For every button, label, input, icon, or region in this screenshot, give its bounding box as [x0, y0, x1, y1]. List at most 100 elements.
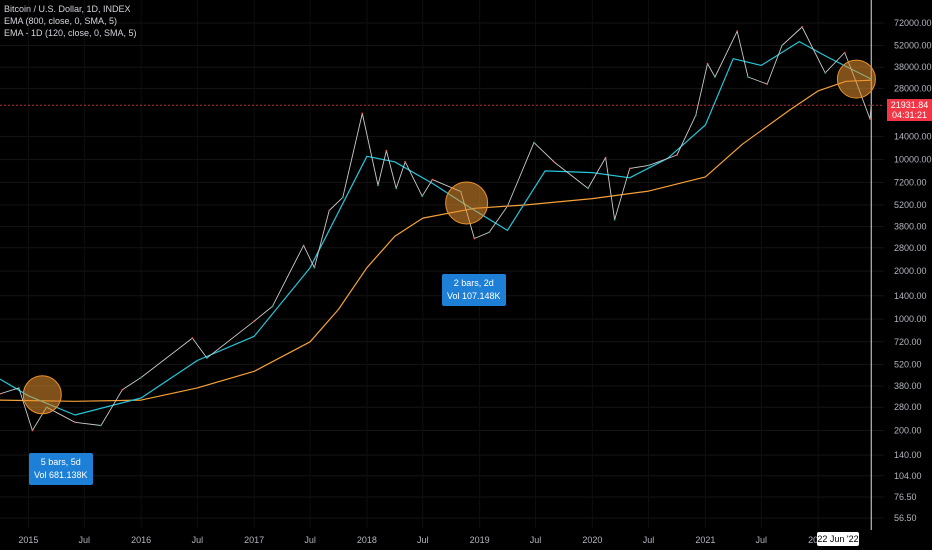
price-point — [328, 209, 331, 212]
x-tick-label: 2020 — [582, 535, 602, 545]
highlight-circle — [836, 59, 876, 99]
x-tick-label: 2019 — [470, 535, 490, 545]
price-point — [676, 154, 678, 156]
price-point — [587, 187, 589, 190]
y-tick-label: 72000.00 — [894, 18, 932, 28]
y-tick-label: 1400.00 — [894, 291, 927, 301]
last-price-value: 21931.84 — [890, 100, 929, 110]
price-point — [206, 357, 208, 359]
measure-note-2015: 5 bars, 5d Vol 681.138K — [29, 453, 93, 485]
indicator-ema-120[interactable]: EMA - 1D (120, close, 0, SMA, 5) — [4, 28, 137, 38]
price-point — [395, 187, 398, 190]
price-point — [31, 429, 34, 432]
price-point — [253, 320, 256, 323]
highlight-circle — [22, 375, 62, 415]
y-tick-label: 14000.00 — [894, 131, 932, 141]
x-tick-label: Jul — [417, 535, 429, 545]
price-point — [714, 76, 716, 78]
x-tick-label: 2015 — [18, 535, 38, 545]
y-tick-label: 1000.00 — [894, 314, 927, 324]
bar-countdown: 04:31:21 — [891, 110, 928, 120]
price-point — [766, 83, 769, 85]
y-tick-label: 3800.00 — [894, 222, 927, 232]
price-point — [843, 51, 846, 54]
price-point — [140, 376, 143, 379]
y-tick-label: 76.50 — [894, 492, 917, 502]
y-tick-label: 56.50 — [894, 513, 917, 523]
price-point — [404, 160, 407, 163]
last-price-tag: 21931.84 04:31:21 — [887, 99, 932, 121]
price-point — [473, 237, 476, 240]
x-tick-label: 2017 — [244, 535, 264, 545]
x-tick-label: Jul — [756, 535, 768, 545]
price-point — [488, 231, 491, 234]
y-tick-label: 280.00 — [894, 402, 922, 412]
ema-short-layer — [0, 40, 872, 416]
indicator-ema-800[interactable]: EMA (800, close, 0, SMA, 5) — [4, 16, 118, 26]
price-point — [191, 337, 194, 339]
x-tick-label: Jul — [643, 535, 655, 545]
price-point — [341, 196, 344, 199]
highlight-circle — [445, 181, 489, 225]
price-point — [647, 164, 650, 167]
price-point — [533, 141, 535, 144]
y-tick-label: 104.00 — [894, 471, 922, 481]
price-axis[interactable]: 72000.00 52000.00 38000.00 28000.00 14000.00… — [894, 18, 932, 523]
y-tick-label: 38000.00 — [894, 62, 932, 72]
y-tick-label: 10000.00 — [894, 155, 932, 165]
price-point — [869, 118, 871, 120]
note-bars-label: 2 bars, 2d — [453, 278, 494, 288]
y-tick-label: 2800.00 — [894, 243, 927, 253]
y-tick-label: 200.00 — [894, 425, 922, 435]
time-axis[interactable]: 2015 Jul 2016 Jul 2017 Jul 2018 Jul 2019 Jul 2020 J… — [18, 535, 828, 545]
price-point — [302, 244, 305, 247]
price-point — [706, 62, 709, 65]
price-point — [694, 114, 697, 117]
price-point — [801, 26, 803, 28]
price-point — [506, 205, 509, 208]
x-tick-label: Jul — [79, 535, 91, 545]
price-point — [736, 30, 739, 33]
price-point — [385, 149, 388, 152]
price-point — [431, 178, 434, 181]
highlight-circles — [22, 59, 876, 415]
ema-long-layer — [0, 79, 872, 402]
note-bars-label: 5 bars, 5d — [40, 457, 81, 467]
chart-grid — [0, 0, 884, 530]
x-tick-label: Jul — [192, 535, 204, 545]
x-tick-label: 2021 — [695, 535, 715, 545]
price-point — [271, 305, 274, 308]
ema-800-line — [0, 79, 872, 402]
price-layer — [0, 26, 873, 432]
note-volume-label: Vol 681.138K — [34, 470, 88, 480]
symbol-title[interactable]: Bitcoin / U.S. Dollar, 1D, INDEX — [4, 4, 131, 14]
note-volume-label: Vol 107.148K — [447, 291, 501, 301]
y-tick-label: 720.00 — [894, 337, 922, 347]
measure-note-2018: 2 bars, 2d Vol 107.148K — [442, 274, 506, 306]
y-tick-label: 5200.00 — [894, 200, 927, 210]
price-point — [17, 387, 20, 389]
price-point — [0, 392, 1, 395]
price-point — [613, 218, 616, 221]
x-tick-label: 2018 — [357, 535, 377, 545]
y-tick-label: 140.00 — [894, 450, 922, 460]
price-point — [100, 424, 102, 427]
y-tick-label: 7200.00 — [894, 177, 927, 187]
price-point — [361, 112, 364, 115]
y-tick-label: 52000.00 — [894, 41, 932, 51]
y-tick-label: 2000.00 — [894, 266, 927, 276]
price-point — [377, 184, 379, 187]
y-tick-label: 28000.00 — [894, 83, 932, 93]
price-point — [824, 72, 827, 74]
price-point — [421, 195, 424, 198]
price-point — [604, 156, 607, 159]
price-point — [870, 104, 873, 107]
crosshair-date-tag: 22 Jun '22 — [817, 532, 859, 546]
ema-120-line — [0, 40, 872, 416]
y-tick-label: 520.00 — [894, 359, 922, 369]
x-tick-label: 2016 — [131, 535, 151, 545]
price-line — [0, 26, 872, 431]
price-point — [313, 266, 316, 269]
price-point — [121, 388, 124, 391]
